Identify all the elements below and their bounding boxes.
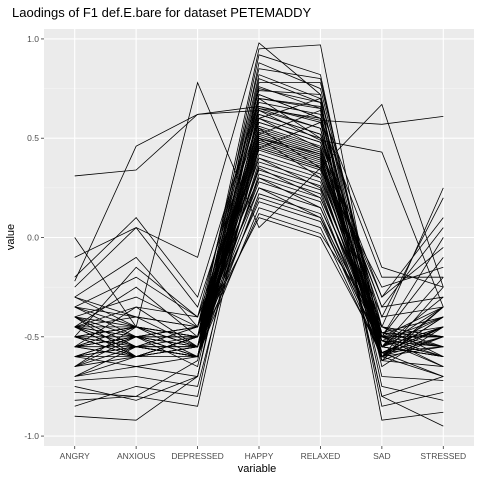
y-axis-label: value — [5, 224, 17, 250]
x-tick-label: DEPRESSED — [171, 451, 223, 461]
series-line-63 — [74, 177, 444, 348]
y-tick-label: 0.5 — [27, 133, 39, 143]
x-tick-label: ANXIOUS — [117, 451, 156, 461]
series-line-68 — [74, 113, 444, 377]
x-axis-ticks: ANGRY ANXIOUS DEPRESSED HAPPY RELAXED SAD STRE… — [60, 446, 466, 461]
y-tick-label: 1.0 — [27, 34, 39, 44]
y-tick-label: -1.0 — [24, 431, 39, 441]
series-line-54 — [74, 109, 444, 407]
x-tick-label: RELAXED — [301, 451, 341, 461]
series-layer — [74, 42, 444, 427]
y-tick-label: 0.0 — [27, 233, 39, 243]
x-tick-label: ANGRY — [60, 451, 90, 461]
x-tick-label: STRESSED — [420, 451, 466, 461]
series-line-64 — [74, 187, 444, 358]
series-line-66 — [74, 137, 444, 338]
x-tick-label: SAD — [373, 451, 390, 461]
x-tick-label: HAPPY — [245, 451, 274, 461]
series-line-62 — [74, 167, 444, 338]
y-axis-ticks: -1.0 -0.5 0.0 0.5 1.0 — [24, 34, 44, 441]
series-line-70 — [74, 98, 444, 358]
chart-title: Laodings of F1 def.E.bare for dataset PE… — [12, 5, 311, 20]
x-axis-label: variable — [238, 463, 277, 475]
y-tick-label: -0.5 — [24, 332, 39, 342]
series-line-69 — [74, 107, 444, 328]
